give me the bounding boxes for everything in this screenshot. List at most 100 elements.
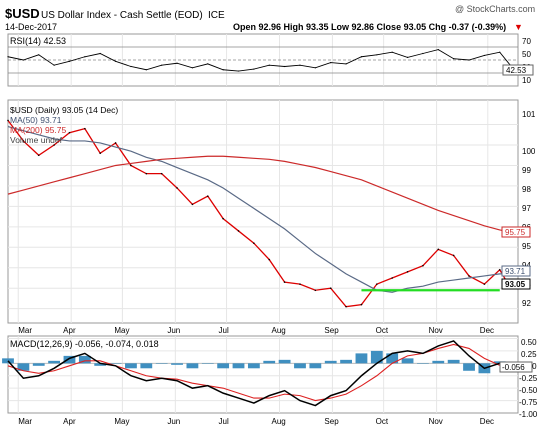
- ma50-value-tag: 93.71: [501, 265, 531, 277]
- legend-volume: Volume undef: [10, 135, 63, 145]
- grid: [8, 34, 518, 413]
- price-point: [68, 131, 71, 134]
- price-point: [452, 254, 455, 257]
- exchange-label: ICE: [208, 10, 225, 21]
- price-point: [406, 271, 409, 273]
- macd-histogram-bar: [155, 363, 168, 364]
- macd-histogram-bar: [263, 360, 276, 364]
- rsi-point: [99, 52, 101, 55]
- price-point: [253, 242, 255, 245]
- rsi-point: [299, 64, 301, 66]
- rsi-tick-50: 50: [522, 50, 531, 59]
- macd-label: MACD(12,26,9) -0.056, -0.074, 0.018: [10, 339, 159, 349]
- macd-histogram-bar: [447, 359, 460, 364]
- rsi-point: [176, 62, 178, 64]
- month-axis-price: Mar Apr May Jun Jul Aug Sep Oct Nov Dec: [18, 326, 494, 335]
- price-point: [299, 283, 301, 285]
- rsi-point: [453, 58, 455, 60]
- rsi-point: [53, 64, 55, 66]
- price-point: [483, 283, 486, 285]
- rsi-point: [145, 69, 147, 71]
- rsi-line: [7, 49, 511, 72]
- macd-histogram-bar: [324, 360, 337, 364]
- rsi-point: [468, 59, 470, 61]
- month-label: Dec: [480, 326, 494, 335]
- price-axis: 101 100 99 98 97 96 95 94 93 92: [522, 110, 536, 308]
- month-label: Jul: [219, 326, 229, 335]
- legend-ma50: MA(50) 93.71: [10, 115, 62, 125]
- rsi-point: [314, 67, 316, 69]
- rsi-point: [22, 59, 24, 61]
- macd-histogram-bar: [201, 363, 214, 364]
- month-label: May: [114, 326, 129, 335]
- macd-histogram-bar: [401, 358, 414, 364]
- macd-tick-0.50: 0.50: [521, 338, 537, 347]
- price-point: [206, 195, 209, 197]
- month-label: Nov: [429, 417, 443, 426]
- price-point: [99, 152, 102, 154]
- rsi-point: [237, 70, 240, 72]
- ma50-tag-text: 93.71: [505, 267, 526, 276]
- macd-histogram-bar: [417, 363, 429, 364]
- month-label: May: [114, 417, 129, 426]
- ma50-line: [7, 126, 511, 293]
- price-tick-101: 101: [522, 110, 536, 119]
- rsi-point: [376, 54, 378, 56]
- macd-histogram-bar: [78, 355, 91, 364]
- watermark: @ StockCharts.com: [455, 4, 535, 14]
- rsi-point: [222, 69, 224, 71]
- month-label: Oct: [376, 326, 389, 335]
- month-label: Nov: [429, 326, 443, 335]
- rsi-point: [391, 51, 393, 53]
- price-point: [7, 119, 9, 122]
- month-label: Aug: [271, 326, 285, 335]
- rsi-point: [191, 67, 194, 69]
- price-point: [160, 172, 163, 175]
- month-label: Mar: [18, 326, 32, 335]
- rsi-point: [38, 54, 40, 56]
- month-label: Aug: [271, 417, 285, 426]
- rsi-point: [84, 56, 86, 58]
- price-point: [176, 187, 178, 189]
- macd-histogram-bar: [340, 359, 352, 364]
- macd-histogram-bar: [386, 353, 399, 364]
- price-tick-95: 95: [522, 242, 531, 251]
- price-point: [222, 217, 224, 220]
- rsi-label: RSI(14) 42.53: [10, 36, 66, 46]
- instrument-name: US Dollar Index - Cash Settle (EOD): [41, 10, 203, 21]
- macd-histogram-bar: [309, 363, 322, 369]
- macd-histogram-bar: [63, 355, 76, 364]
- month-label: Dec: [480, 417, 494, 426]
- macd-histogram-bar: [463, 363, 475, 371]
- month-label: Jul: [219, 417, 229, 426]
- rsi-point: [345, 63, 347, 65]
- change-down-icon: ▼: [514, 22, 523, 32]
- price-panel: [7, 99, 519, 324]
- macd-histogram-bar: [247, 363, 260, 369]
- month-label: Apr: [63, 326, 76, 335]
- macd-histogram-bar: [217, 363, 230, 369]
- macd-histogram-bar: [48, 360, 61, 364]
- rsi-point: [284, 65, 286, 68]
- symbol-title: $USD: [5, 6, 40, 21]
- rsi-axis: 70 50 30 10: [522, 37, 531, 85]
- price-tick-92: 92: [522, 299, 531, 308]
- rsi-point: [7, 56, 9, 58]
- macd-histogram-bar: [32, 363, 45, 366]
- rsi-point: [483, 54, 485, 57]
- price-line: [7, 120, 511, 308]
- rsi-point: [268, 64, 270, 66]
- macd-tick--0.50: -0.50: [519, 386, 538, 395]
- month-label: Mar: [18, 417, 32, 426]
- macd-histogram-bar: [370, 350, 383, 364]
- rsi-value-tag: 42.53: [502, 64, 534, 76]
- macd-histogram-bar: [140, 363, 153, 369]
- macd-histogram-bar: [432, 360, 445, 364]
- macd-value-tag: -0.056: [499, 361, 533, 373]
- month-label: Jun: [167, 417, 180, 426]
- rsi-point: [161, 64, 163, 66]
- price-tick-97: 97: [522, 204, 531, 213]
- price-point: [130, 164, 132, 167]
- rsi-point: [114, 60, 117, 62]
- legend-ma200: MA(200) 95.75: [10, 125, 66, 135]
